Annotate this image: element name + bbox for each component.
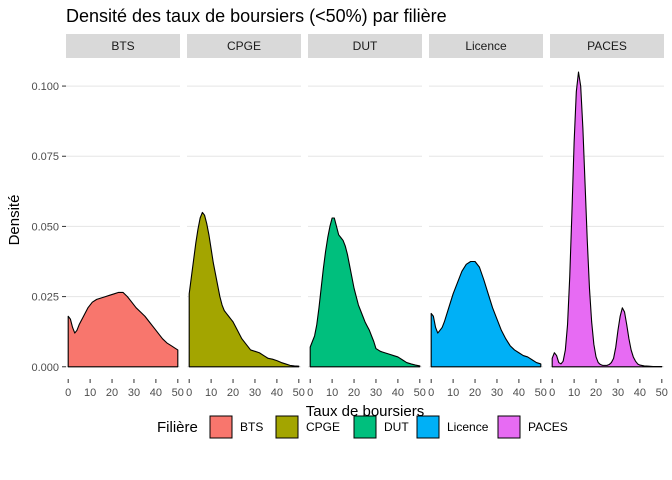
- facet-strip: [308, 34, 422, 58]
- legend-label: BTS: [240, 420, 263, 434]
- y-tick-label: 0.100: [31, 81, 59, 93]
- legend-label: DUT: [384, 420, 409, 434]
- facet-strip: [187, 34, 301, 58]
- facet-strip-label: Licence: [465, 39, 507, 53]
- facet-panel-paces: PACES 0 10 20 30 40 50: [549, 34, 668, 399]
- x-tick-label: 0: [186, 387, 192, 399]
- facet-panels: BTS 0 10 20 30 40 50 CPGE 0 10 20 30 40 50 DUT 0 10 20 30 4…: [65, 34, 668, 399]
- chart-title: Densité des taux de boursiers (<50%) par…: [66, 6, 447, 26]
- x-tick-label: 30: [491, 387, 503, 399]
- facet-strip-label: BTS: [111, 39, 134, 53]
- facet-strip: [429, 34, 543, 58]
- x-tick-label: 50: [535, 387, 547, 399]
- facet-strip-label: DUT: [353, 39, 378, 53]
- x-tick-label: 0: [307, 387, 313, 399]
- legend-label: CPGE: [306, 420, 340, 434]
- x-tick-label: 30: [128, 387, 140, 399]
- x-tick-label: 30: [249, 387, 261, 399]
- facet-strip-label: CPGE: [227, 39, 261, 53]
- x-tick-label: 0: [549, 387, 555, 399]
- x-tick-label: 40: [271, 387, 283, 399]
- legend: Filière BTS CPGE DUT Licence PACES: [157, 415, 568, 439]
- x-tick-label: 50: [172, 387, 184, 399]
- legend-key: [275, 415, 299, 439]
- density-area-paces: [551, 71, 663, 368]
- facet-panel-bts: BTS 0 10 20 30 40 50: [65, 34, 184, 399]
- density-area-dut: [309, 217, 421, 368]
- x-tick-label: 50: [656, 387, 668, 399]
- density-area-bts: [67, 291, 179, 368]
- y-tick-label: 0.075: [31, 151, 59, 163]
- x-tick-label: 30: [612, 387, 624, 399]
- legend-item-paces: PACES: [497, 415, 568, 439]
- y-tick-label: 0.050: [31, 221, 59, 233]
- y-tick-label: 0.025: [31, 292, 59, 304]
- facet-strip: [550, 34, 664, 58]
- facet-strip: [66, 34, 180, 58]
- x-tick-label: 50: [293, 387, 305, 399]
- facet-panel-licence: Licence 0 10 20 30 40 50: [428, 34, 547, 399]
- x-tick-label: 20: [227, 387, 239, 399]
- x-tick-label: 20: [590, 387, 602, 399]
- legend-title: Filière: [157, 419, 198, 436]
- x-tick-label: 0: [428, 387, 434, 399]
- x-tick-label: 10: [205, 387, 217, 399]
- legend-key: [416, 415, 440, 439]
- x-tick-label: 20: [348, 387, 360, 399]
- x-tick-label: 20: [106, 387, 118, 399]
- x-tick-label: 10: [447, 387, 459, 399]
- x-tick-label: 30: [370, 387, 382, 399]
- x-tick-label: 40: [513, 387, 525, 399]
- facet-panel-cpge: CPGE 0 10 20 30 40 50: [186, 34, 305, 399]
- y-axis: 0.000 0.025 0.050 0.075 0.100: [31, 81, 66, 374]
- facet-panel-dut: DUT 0 10 20 30 40 50: [307, 34, 426, 399]
- x-tick-label: 40: [150, 387, 162, 399]
- x-tick-label: 50: [414, 387, 426, 399]
- x-tick-label: 10: [84, 387, 96, 399]
- legend-key: [353, 415, 377, 439]
- facet-strip-label: PACES: [587, 39, 627, 53]
- y-axis-title: Densité: [6, 195, 23, 246]
- legend-item-licence: Licence: [416, 415, 489, 439]
- x-tick-label: 10: [326, 387, 338, 399]
- x-axis-title: Taux de boursiers: [306, 403, 424, 420]
- x-tick-label: 40: [392, 387, 404, 399]
- legend-key: [209, 415, 233, 439]
- density-area-cpge: [188, 211, 300, 368]
- x-tick-label: 0: [65, 387, 71, 399]
- legend-label: PACES: [528, 420, 568, 434]
- legend-item-dut: DUT: [353, 415, 409, 439]
- x-tick-label: 40: [634, 387, 646, 399]
- legend-item-bts: BTS: [209, 415, 263, 439]
- x-tick-label: 20: [469, 387, 481, 399]
- legend-item-cpge: CPGE: [275, 415, 340, 439]
- legend-key: [497, 415, 521, 439]
- density-area-licence: [430, 260, 542, 368]
- y-tick-label: 0.000: [31, 362, 59, 374]
- x-tick-label: 10: [568, 387, 580, 399]
- legend-label: Licence: [447, 420, 489, 434]
